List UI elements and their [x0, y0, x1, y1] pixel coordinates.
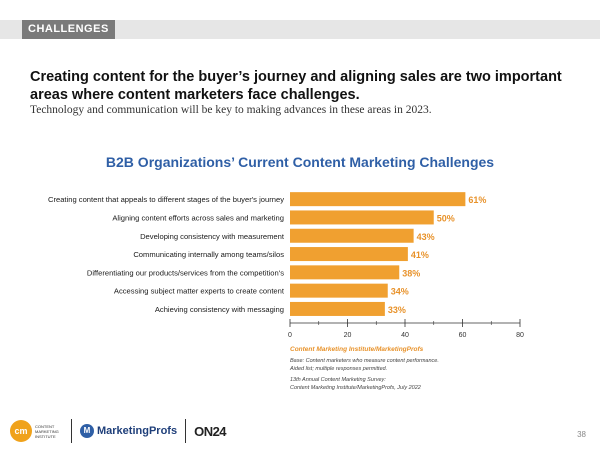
cmi-logo-text: CONTENT MARKETING INSTITUTE: [35, 423, 59, 439]
on24-logo: ON24: [194, 423, 227, 439]
headline: Creating content for the buyer’s journey…: [30, 69, 562, 103]
subheadline: Technology and communication will be key…: [30, 104, 432, 116]
x-tick-label: 0: [288, 332, 292, 339]
category-label: Creating content that appeals to differe…: [48, 195, 284, 204]
category-label: Accessing subject matter experts to crea…: [114, 287, 285, 296]
category-label: Developing consistency with measurement: [140, 232, 285, 241]
logo-strip: cm CONTENT MARKETING INSTITUTE M Marketi…: [10, 416, 227, 446]
x-tick-label: 40: [401, 332, 409, 339]
section-banner: CHALLENGES: [0, 20, 600, 39]
bar: [290, 228, 414, 243]
category-label: Aligning content efforts across sales an…: [112, 213, 284, 222]
marketingprofs-logo-icon: M: [80, 424, 94, 438]
source-base-line1: Base: Content marketers who measure cont…: [290, 358, 439, 364]
source-base: Base: Content marketers who measure cont…: [290, 357, 490, 373]
bar: [290, 247, 408, 262]
bar: [290, 210, 434, 225]
x-tick-label: 80: [516, 332, 524, 339]
bar: [290, 265, 400, 280]
source-survey-line2: Content Marketing Institute/MarketingPro…: [290, 385, 421, 391]
bar: [290, 301, 385, 316]
category-label: Communicating internally among teams/sil…: [133, 250, 284, 259]
value-label: 41%: [411, 250, 429, 260]
source-survey: 13th Annual Content Marketing Survey: Co…: [290, 376, 490, 392]
chart-title: B2B Organizations’ Current Content Marke…: [105, 154, 495, 170]
value-label: 50%: [437, 213, 455, 223]
value-label: 33%: [388, 305, 406, 315]
cmi-logo: cm CONTENT MARKETING INSTITUTE: [10, 420, 63, 442]
marketingprofs-logo: M MarketingProfs: [80, 424, 177, 438]
section-label: CHALLENGES: [22, 20, 115, 39]
value-label: 38%: [402, 268, 420, 278]
cmi-logo-icon: cm: [10, 420, 32, 442]
x-tick-label: 20: [344, 332, 352, 339]
logo-divider: [71, 419, 72, 443]
page-number: 38: [577, 430, 586, 439]
bar: [290, 283, 388, 298]
marketingprofs-logo-text: MarketingProfs: [97, 425, 178, 437]
source-survey-line1: 13th Annual Content Marketing Survey:: [290, 377, 386, 383]
x-tick-label: 60: [459, 332, 467, 339]
value-label: 34%: [391, 287, 409, 297]
category-label: Achieving consistency with messaging: [155, 305, 284, 314]
source-title: Content Marketing Institute/MarketingPro…: [290, 346, 424, 353]
source-base-line2: Aided list; multiple responses permitted…: [290, 366, 388, 372]
value-label: 61%: [468, 195, 486, 205]
logo-divider: [185, 419, 187, 443]
value-label: 43%: [417, 232, 435, 242]
category-label: Differentiating our products/services fr…: [87, 268, 284, 277]
bar: [290, 192, 466, 207]
